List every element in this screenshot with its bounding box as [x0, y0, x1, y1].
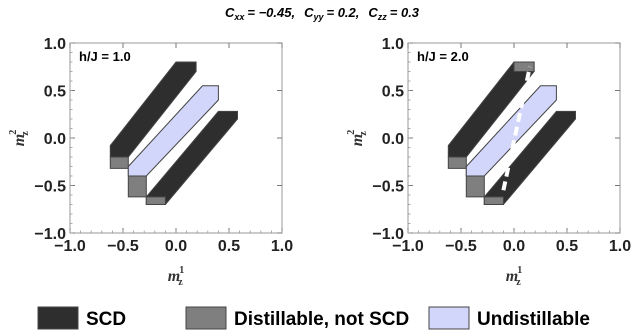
- region-undistillable: [465, 85, 557, 177]
- y-tick-label: 0.5: [44, 84, 66, 101]
- guide-dashed-line: [501, 66, 532, 191]
- x-tick-label: −0.5: [445, 238, 477, 255]
- y-tick-label: 0.0: [44, 131, 66, 148]
- y-tick-label: −0.5: [372, 179, 404, 196]
- panel-label: h/J = 2.0: [417, 49, 469, 64]
- y-tick-label: 0.0: [382, 131, 404, 148]
- region-undistillable: [127, 85, 219, 177]
- x-tick-label: 0.5: [556, 238, 578, 255]
- x-tick-label: 1.0: [271, 238, 293, 255]
- panel-label: h/J = 1.0: [79, 49, 131, 64]
- y-axis-label-sub: z: [20, 131, 31, 136]
- legend-swatch-scd: [37, 306, 79, 330]
- title-symbol: C: [368, 5, 378, 20]
- title-subscript: xx: [233, 12, 245, 22]
- x-tick-label: 0.5: [218, 238, 240, 255]
- x-axis-label: m1 z: [168, 265, 184, 288]
- title-subscript: zz: [377, 12, 388, 22]
- x-axis-label-sup: 1: [517, 265, 522, 276]
- y-axis-label-base: m: [11, 134, 28, 146]
- y-axis-label-base: m: [349, 134, 366, 146]
- x-tick-label: −0.5: [107, 238, 139, 255]
- x-tick-label: 0.0: [165, 238, 187, 255]
- y-tick-label: 1.0: [44, 36, 66, 53]
- title-subscript: yy: [312, 12, 324, 22]
- x-axis-label-base: m: [168, 268, 180, 285]
- legend-label-distillable-not-scd: Distillable, not SCD: [234, 309, 409, 330]
- panels: −1.0 −0.5 0.0 0.5 1.0 −1.0 −0.5 0.0 0.5 1.0 h/J = …: [8, 36, 631, 288]
- y-axis-label-sup: 2: [346, 130, 357, 135]
- y-axis-label: m2z: [8, 130, 31, 146]
- title-value: = 0.3: [390, 5, 420, 20]
- region-distillable-not-scd: [109, 156, 129, 169]
- y-tick-label: −0.5: [34, 179, 66, 196]
- x-axis-label-sup: 1: [179, 265, 184, 276]
- y-tick-label: −1.0: [34, 226, 66, 243]
- region-distillable-not-scd: [145, 196, 166, 205]
- x-axis-label-sub: z: [516, 277, 521, 288]
- y-axis-label-sub: z: [358, 131, 369, 136]
- region-distillable-not-scd: [513, 61, 535, 72]
- x-axis-label-sub: z: [178, 277, 183, 288]
- panel-2: −1.0 −0.5 0.0 0.5 1.0 −1.0 −0.5 0.0 0.5 1.0 h/J = …: [346, 36, 631, 288]
- x-axis-label-base: m: [506, 268, 518, 285]
- x-tick-label: 1.0: [609, 238, 631, 255]
- legend-label-undistillable: Undistillable: [477, 309, 590, 330]
- title-symbol: C: [225, 5, 235, 20]
- region-distillable-not-scd: [447, 156, 467, 169]
- legend-label-scd: SCD: [86, 309, 126, 330]
- legend-swatch-distillable-not-scd: [185, 306, 227, 330]
- x-axis-label: m1 z: [506, 265, 522, 288]
- title-value: = −0.45,: [247, 5, 295, 20]
- x-tick-label: −1.0: [392, 238, 424, 255]
- y-axis-label: m2z: [346, 130, 369, 146]
- y-tick-label: 1.0: [382, 36, 404, 53]
- title-value: = 0.2,: [326, 5, 359, 20]
- y-axis-label-sup: 2: [8, 130, 19, 135]
- y-tick-label: 0.5: [382, 84, 404, 101]
- x-tick-label: −1.0: [54, 238, 86, 255]
- legend: SCD Distillable, not SCD Undistillable: [37, 306, 590, 330]
- y-tick-label: −1.0: [372, 226, 404, 243]
- chart-title: Cxx = −0.45, Cyy = 0.2, Czz = 0.3: [225, 5, 420, 22]
- region-distillable-not-scd: [483, 196, 504, 205]
- x-tick-label: 0.0: [503, 238, 525, 255]
- legend-swatch-undistillable: [428, 306, 470, 330]
- panel-1: −1.0 −0.5 0.0 0.5 1.0 −1.0 −0.5 0.0 0.5 1.0 h/J = …: [8, 36, 293, 288]
- title-symbol: C: [304, 5, 314, 20]
